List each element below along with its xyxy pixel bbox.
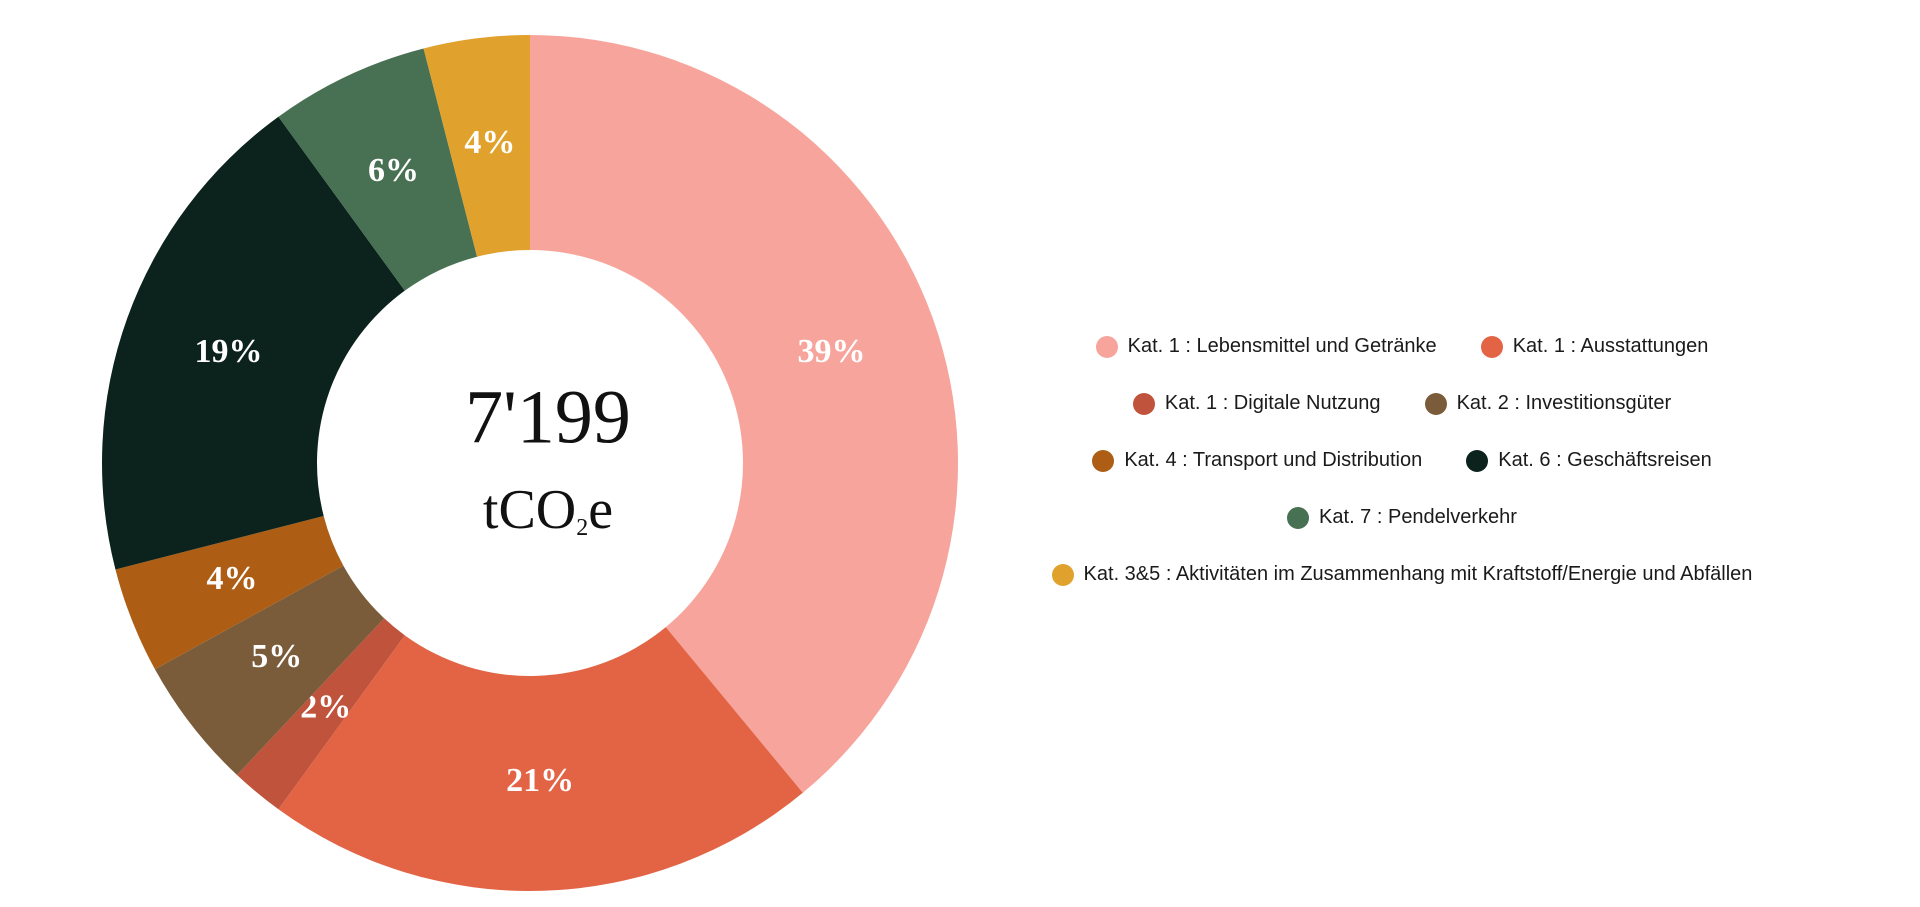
value-label: 5% [251, 638, 302, 675]
slice [237, 618, 405, 810]
slice [423, 35, 530, 257]
value-label: 39% [798, 333, 866, 370]
slice [115, 515, 344, 670]
value-label: 4% [464, 124, 515, 161]
legend-row: Kat. 4 : Transport und Distribution Kat. … [960, 432, 1844, 489]
legend-swatch [1095, 335, 1118, 358]
value-label: 6% [368, 152, 419, 189]
legend-item: Kat. 2 : Investitionsgüter [1424, 392, 1672, 415]
legend-label: Kat. 7 : Pendelverkehr [1319, 506, 1517, 528]
unit-subscript: 2 [576, 515, 588, 541]
unit-suffix: e [588, 479, 613, 541]
legend-swatch [1480, 335, 1503, 358]
legend-item: Kat. 1 : Ausstattungen [1480, 335, 1709, 358]
legend-label: Kat. 1 : Lebensmittel und Getränke [1127, 335, 1437, 357]
value-label: 4% [207, 560, 258, 597]
unit: tCO [483, 479, 576, 541]
legend-item: Kat. 7 : Pendelverkehr [1287, 506, 1517, 529]
legend-item: Kat. 3&5 : Aktivitäten im Zusammenhang m… [1051, 563, 1753, 586]
donut-chart: 39%21%2%5%4%19%6%4% 7'199 tCO2e [101, 35, 958, 891]
legend-swatch [1424, 392, 1447, 415]
slice [154, 565, 385, 775]
legend-label: Kat. 1 : Digitale Nutzung [1164, 392, 1381, 414]
value-label: 21% [506, 762, 574, 799]
legend-swatch [1051, 563, 1074, 586]
legend-item: Kat. 1 : Lebensmittel und Getränke [1095, 335, 1437, 358]
legend-label: Kat. 6 : Geschäftsreisen [1498, 449, 1712, 471]
legend-swatch [1132, 392, 1155, 415]
legend-item: Kat. 6 : Geschäftsreisen [1466, 449, 1712, 472]
legend-swatch [1466, 449, 1489, 472]
legend-row: Kat. 1 : Lebensmittel und Getränke Kat. 1… [960, 318, 1844, 375]
legend-swatch [1287, 506, 1310, 529]
legend-row: Kat. 3&5 : Aktivitäten im Zusammenhang m… [960, 546, 1844, 603]
legend-label: Kat. 2 : Investitionsgüter [1456, 392, 1672, 414]
legend-label: Kat. 1 : Ausstattungen [1512, 335, 1709, 357]
slice [101, 116, 405, 570]
legend-label: Kat. 4 : Transport und Distribution [1124, 449, 1423, 471]
slice [530, 35, 958, 793]
legend-row: Kat. 7 : Pendelverkehr [960, 489, 1844, 546]
legend-label: Kat. 3&5 : Aktivitäten im Zusammenhang m… [1083, 563, 1753, 585]
value-label: 19% [194, 333, 262, 370]
legend: Kat. 1 : Lebensmittel und Getränke Kat. 1… [960, 318, 1844, 603]
legend-row: Kat. 1 : Digitale Nutzung Kat. 2 : Invest… [960, 375, 1844, 432]
legend-item: Kat. 4 : Transport und Distribution [1092, 449, 1422, 472]
legend-item: Kat. 1 : Digitale Nutzung [1132, 392, 1381, 415]
slice [278, 627, 803, 891]
slice [278, 48, 478, 291]
center-unit: tCO2e [483, 479, 613, 541]
legend-swatch [1092, 449, 1115, 472]
center-value: 7'199 [465, 375, 631, 459]
